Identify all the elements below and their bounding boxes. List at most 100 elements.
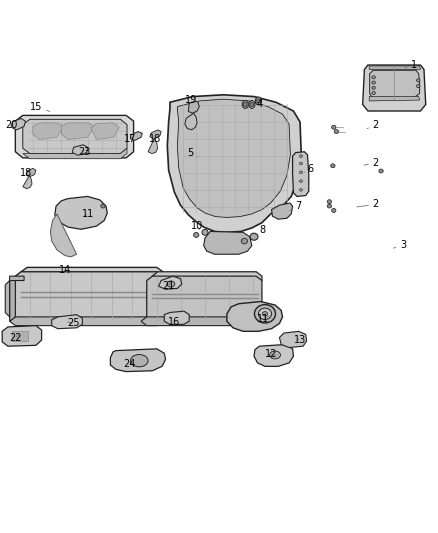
Polygon shape — [159, 276, 182, 289]
Polygon shape — [152, 272, 262, 285]
Polygon shape — [72, 145, 88, 155]
Text: 19: 19 — [185, 95, 197, 105]
Polygon shape — [185, 113, 197, 130]
Polygon shape — [363, 65, 426, 111]
Ellipse shape — [372, 81, 375, 84]
Ellipse shape — [327, 204, 332, 208]
Polygon shape — [23, 148, 127, 159]
Polygon shape — [204, 231, 252, 254]
Text: 2: 2 — [367, 120, 379, 131]
Ellipse shape — [241, 238, 247, 244]
Text: 12: 12 — [265, 349, 277, 359]
Polygon shape — [110, 349, 166, 372]
Ellipse shape — [299, 189, 302, 191]
Ellipse shape — [167, 281, 175, 287]
Text: 20: 20 — [5, 119, 17, 130]
Polygon shape — [150, 130, 161, 139]
Polygon shape — [61, 123, 94, 140]
Polygon shape — [26, 168, 36, 177]
Ellipse shape — [269, 351, 281, 359]
Polygon shape — [164, 311, 189, 324]
Ellipse shape — [332, 208, 336, 213]
Ellipse shape — [299, 162, 302, 165]
Polygon shape — [10, 276, 15, 321]
Polygon shape — [177, 99, 290, 217]
Ellipse shape — [242, 101, 248, 108]
Text: 7: 7 — [290, 201, 301, 212]
Ellipse shape — [262, 312, 268, 316]
Text: 25: 25 — [67, 318, 80, 328]
Text: 14: 14 — [59, 265, 71, 275]
Polygon shape — [11, 118, 25, 130]
Ellipse shape — [332, 125, 336, 129]
Polygon shape — [141, 317, 262, 326]
Ellipse shape — [372, 92, 375, 94]
Ellipse shape — [299, 155, 302, 157]
Polygon shape — [91, 123, 119, 140]
Text: 13: 13 — [294, 335, 306, 345]
Ellipse shape — [327, 200, 332, 204]
Polygon shape — [155, 276, 169, 314]
Polygon shape — [188, 101, 199, 113]
Text: 8: 8 — [255, 225, 266, 235]
Ellipse shape — [258, 308, 272, 319]
Polygon shape — [21, 268, 163, 280]
Text: 2: 2 — [357, 199, 379, 209]
Polygon shape — [131, 132, 142, 140]
Ellipse shape — [257, 99, 260, 103]
Polygon shape — [15, 272, 163, 321]
Polygon shape — [55, 197, 107, 229]
Polygon shape — [23, 119, 127, 154]
Ellipse shape — [372, 76, 375, 79]
Text: 23: 23 — [78, 147, 90, 157]
Polygon shape — [227, 302, 283, 332]
Ellipse shape — [372, 86, 375, 90]
Text: 5: 5 — [187, 149, 198, 158]
Polygon shape — [23, 175, 32, 189]
Text: 2: 2 — [364, 158, 379, 168]
Ellipse shape — [101, 204, 105, 208]
Text: 11: 11 — [81, 209, 94, 219]
Text: 21: 21 — [162, 281, 174, 291]
Ellipse shape — [250, 102, 254, 107]
Text: 4: 4 — [253, 99, 262, 109]
Polygon shape — [167, 95, 301, 232]
Ellipse shape — [254, 304, 276, 323]
Ellipse shape — [299, 171, 302, 174]
Polygon shape — [272, 203, 293, 219]
Ellipse shape — [194, 232, 199, 237]
Ellipse shape — [255, 97, 261, 105]
Ellipse shape — [131, 354, 148, 367]
Polygon shape — [52, 314, 82, 329]
Polygon shape — [369, 96, 420, 101]
Text: 1: 1 — [405, 60, 417, 70]
Polygon shape — [10, 317, 163, 326]
Polygon shape — [254, 344, 293, 366]
Text: 15: 15 — [30, 102, 50, 112]
Ellipse shape — [299, 180, 302, 182]
Text: 18: 18 — [20, 168, 32, 178]
Text: 18: 18 — [149, 134, 162, 143]
Polygon shape — [370, 70, 420, 99]
Ellipse shape — [202, 230, 208, 235]
Text: 6: 6 — [304, 164, 314, 174]
Polygon shape — [15, 115, 134, 158]
Ellipse shape — [417, 79, 420, 82]
Ellipse shape — [379, 169, 383, 173]
Polygon shape — [50, 214, 77, 257]
Text: 16: 16 — [168, 317, 180, 327]
Polygon shape — [33, 123, 64, 140]
Polygon shape — [369, 66, 420, 69]
Ellipse shape — [244, 102, 247, 107]
Text: 11: 11 — [257, 314, 269, 324]
Ellipse shape — [250, 233, 258, 240]
Polygon shape — [12, 332, 28, 341]
Text: 24: 24 — [123, 359, 135, 369]
Text: 17: 17 — [124, 134, 136, 143]
Text: 22: 22 — [9, 333, 21, 343]
Text: 10: 10 — [191, 221, 203, 231]
Ellipse shape — [331, 164, 335, 168]
Polygon shape — [293, 152, 309, 197]
Polygon shape — [2, 326, 42, 346]
Ellipse shape — [334, 130, 339, 134]
